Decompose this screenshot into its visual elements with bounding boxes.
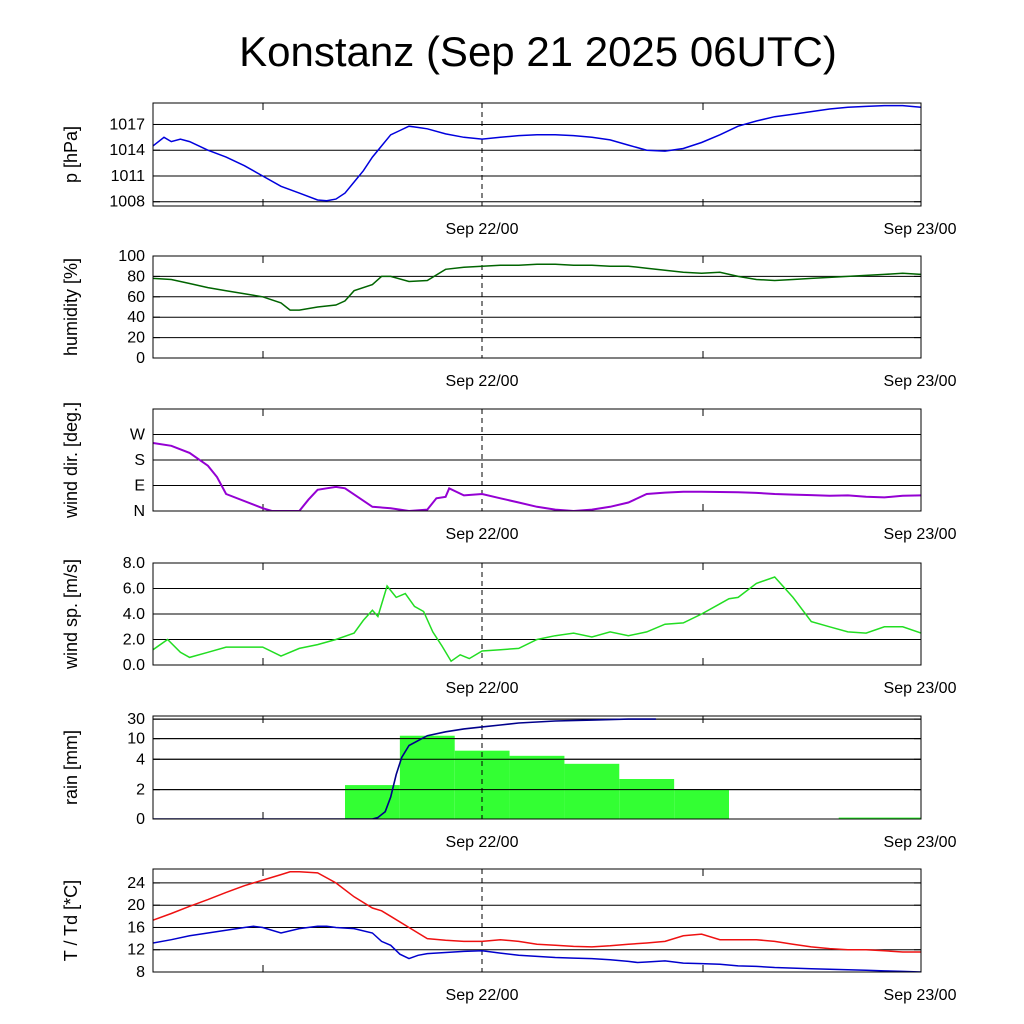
y-axis-label: humidity [%]: [61, 258, 81, 356]
panel-rain: 0 2 4 10 30 rain [mm] Sep 22/00 Sep 23/00: [61, 711, 957, 851]
x-tick-label: Sep 23/00: [884, 221, 957, 238]
pressure-line-pressure: [153, 104, 921, 202]
x-tick-label: Sep 23/00: [884, 680, 957, 697]
y-axis-label: p [hPa]: [61, 126, 81, 183]
y-tick-label: S: [134, 452, 145, 469]
y-tick-label: 6.0: [123, 581, 145, 598]
y-tick-label: 20: [127, 330, 145, 347]
x-tick-label: Sep 22/00: [446, 373, 519, 390]
y-tick-label: 16: [127, 919, 145, 936]
chart-title: Konstanz (Sep 21 2025 06UTC): [239, 28, 837, 75]
humidity-line-humidity: [153, 263, 921, 311]
rain-bar: [838, 817, 921, 819]
panel-frame: [152, 715, 922, 820]
y-axis-label: wind sp. [m/s]: [61, 559, 81, 670]
panel-frame: [152, 408, 922, 512]
rain-bar: [399, 735, 455, 819]
temperature-line-temperature: [153, 871, 921, 953]
panel-wind_speed: 0.0 2.0 4.0 6.0 8.0 wind sp. [m/s] Sep 22/00 Se…: [61, 555, 957, 697]
x-tick-label: Sep 22/00: [446, 221, 519, 238]
y-tick-label: 12: [127, 942, 145, 959]
x-tick-label: Sep 22/00: [446, 987, 519, 1004]
panel-frame: [152, 868, 922, 973]
y-tick-label: 4.0: [123, 606, 145, 623]
x-tick-label: Sep 23/00: [884, 373, 957, 390]
plot-area: [153, 716, 921, 819]
y-tick-label: E: [134, 478, 145, 495]
rain-bar: [345, 785, 400, 819]
y-tick-label: W: [130, 427, 146, 444]
x-tick-label: Sep 22/00: [446, 526, 519, 543]
wind-direction-trace: [153, 442, 921, 511]
y-tick-label: 1014: [109, 142, 145, 159]
y-tick-label: 80: [127, 268, 145, 285]
y-tick-label: 0: [136, 811, 145, 828]
rain-bar: [674, 789, 729, 819]
y-tick-label: 8: [136, 964, 145, 981]
y-tick-label: 20: [127, 897, 145, 914]
y-tick-label: 100: [118, 248, 145, 265]
rain-bar: [509, 755, 565, 819]
y-axis-label: T / Td [*C]: [61, 880, 81, 961]
y-tick-label: 1017: [109, 116, 145, 133]
panel-frame: [152, 255, 922, 359]
x-tick-label: Sep 23/00: [884, 834, 957, 851]
y-tick-label: 0.0: [123, 657, 145, 674]
y-tick-label: 24: [127, 875, 145, 892]
plot-area: [153, 263, 921, 311]
y-tick-label: N: [133, 503, 145, 520]
x-tick-label: Sep 22/00: [446, 680, 519, 697]
y-tick-label: 1011: [111, 168, 146, 185]
y-tick-label: 2.0: [123, 632, 145, 649]
plot-area: [153, 104, 921, 202]
x-tick-label: Sep 22/00: [446, 834, 519, 851]
y-tick-label: 4: [136, 751, 145, 768]
temperature-line-dewpoint: [153, 925, 921, 972]
y-axis-label: rain [mm]: [61, 730, 81, 805]
plot-area: [153, 576, 921, 663]
y-axis-label: wind dir. [deg.]: [61, 402, 81, 519]
wind_speed-line-wind_speed: [153, 576, 921, 663]
x-tick-label: Sep 23/00: [884, 526, 957, 543]
rain-bar: [619, 779, 675, 819]
panel-humidity: 0 20 40 60 80 100 humidity [%] Sep 22/00 Sep 23/…: [61, 248, 957, 390]
panel-pressure: 1008 1011 1014 1017 p [hPa] Sep 22/00 Sep 23/0…: [61, 102, 957, 238]
y-tick-label: 8.0: [123, 555, 145, 572]
rain-bar: [564, 763, 620, 819]
panel-frame: [152, 562, 922, 666]
y-tick-label: 10: [127, 731, 145, 748]
y-tick-label: 1008: [109, 194, 145, 211]
plot-area: [153, 442, 921, 511]
panel-temperature: 8 12 16 20 24 T / Td [*C] Sep 22/00 Sep 23/00: [61, 868, 957, 1004]
panel-frame: [152, 102, 922, 207]
plot-area: [153, 871, 921, 972]
y-tick-label: 0: [136, 350, 145, 367]
y-tick-label: 2: [136, 782, 145, 799]
y-tick-label: 60: [127, 289, 145, 306]
x-tick-label: Sep 23/00: [884, 987, 957, 1004]
y-tick-label: 40: [127, 309, 145, 326]
y-tick-label: 30: [127, 711, 145, 728]
